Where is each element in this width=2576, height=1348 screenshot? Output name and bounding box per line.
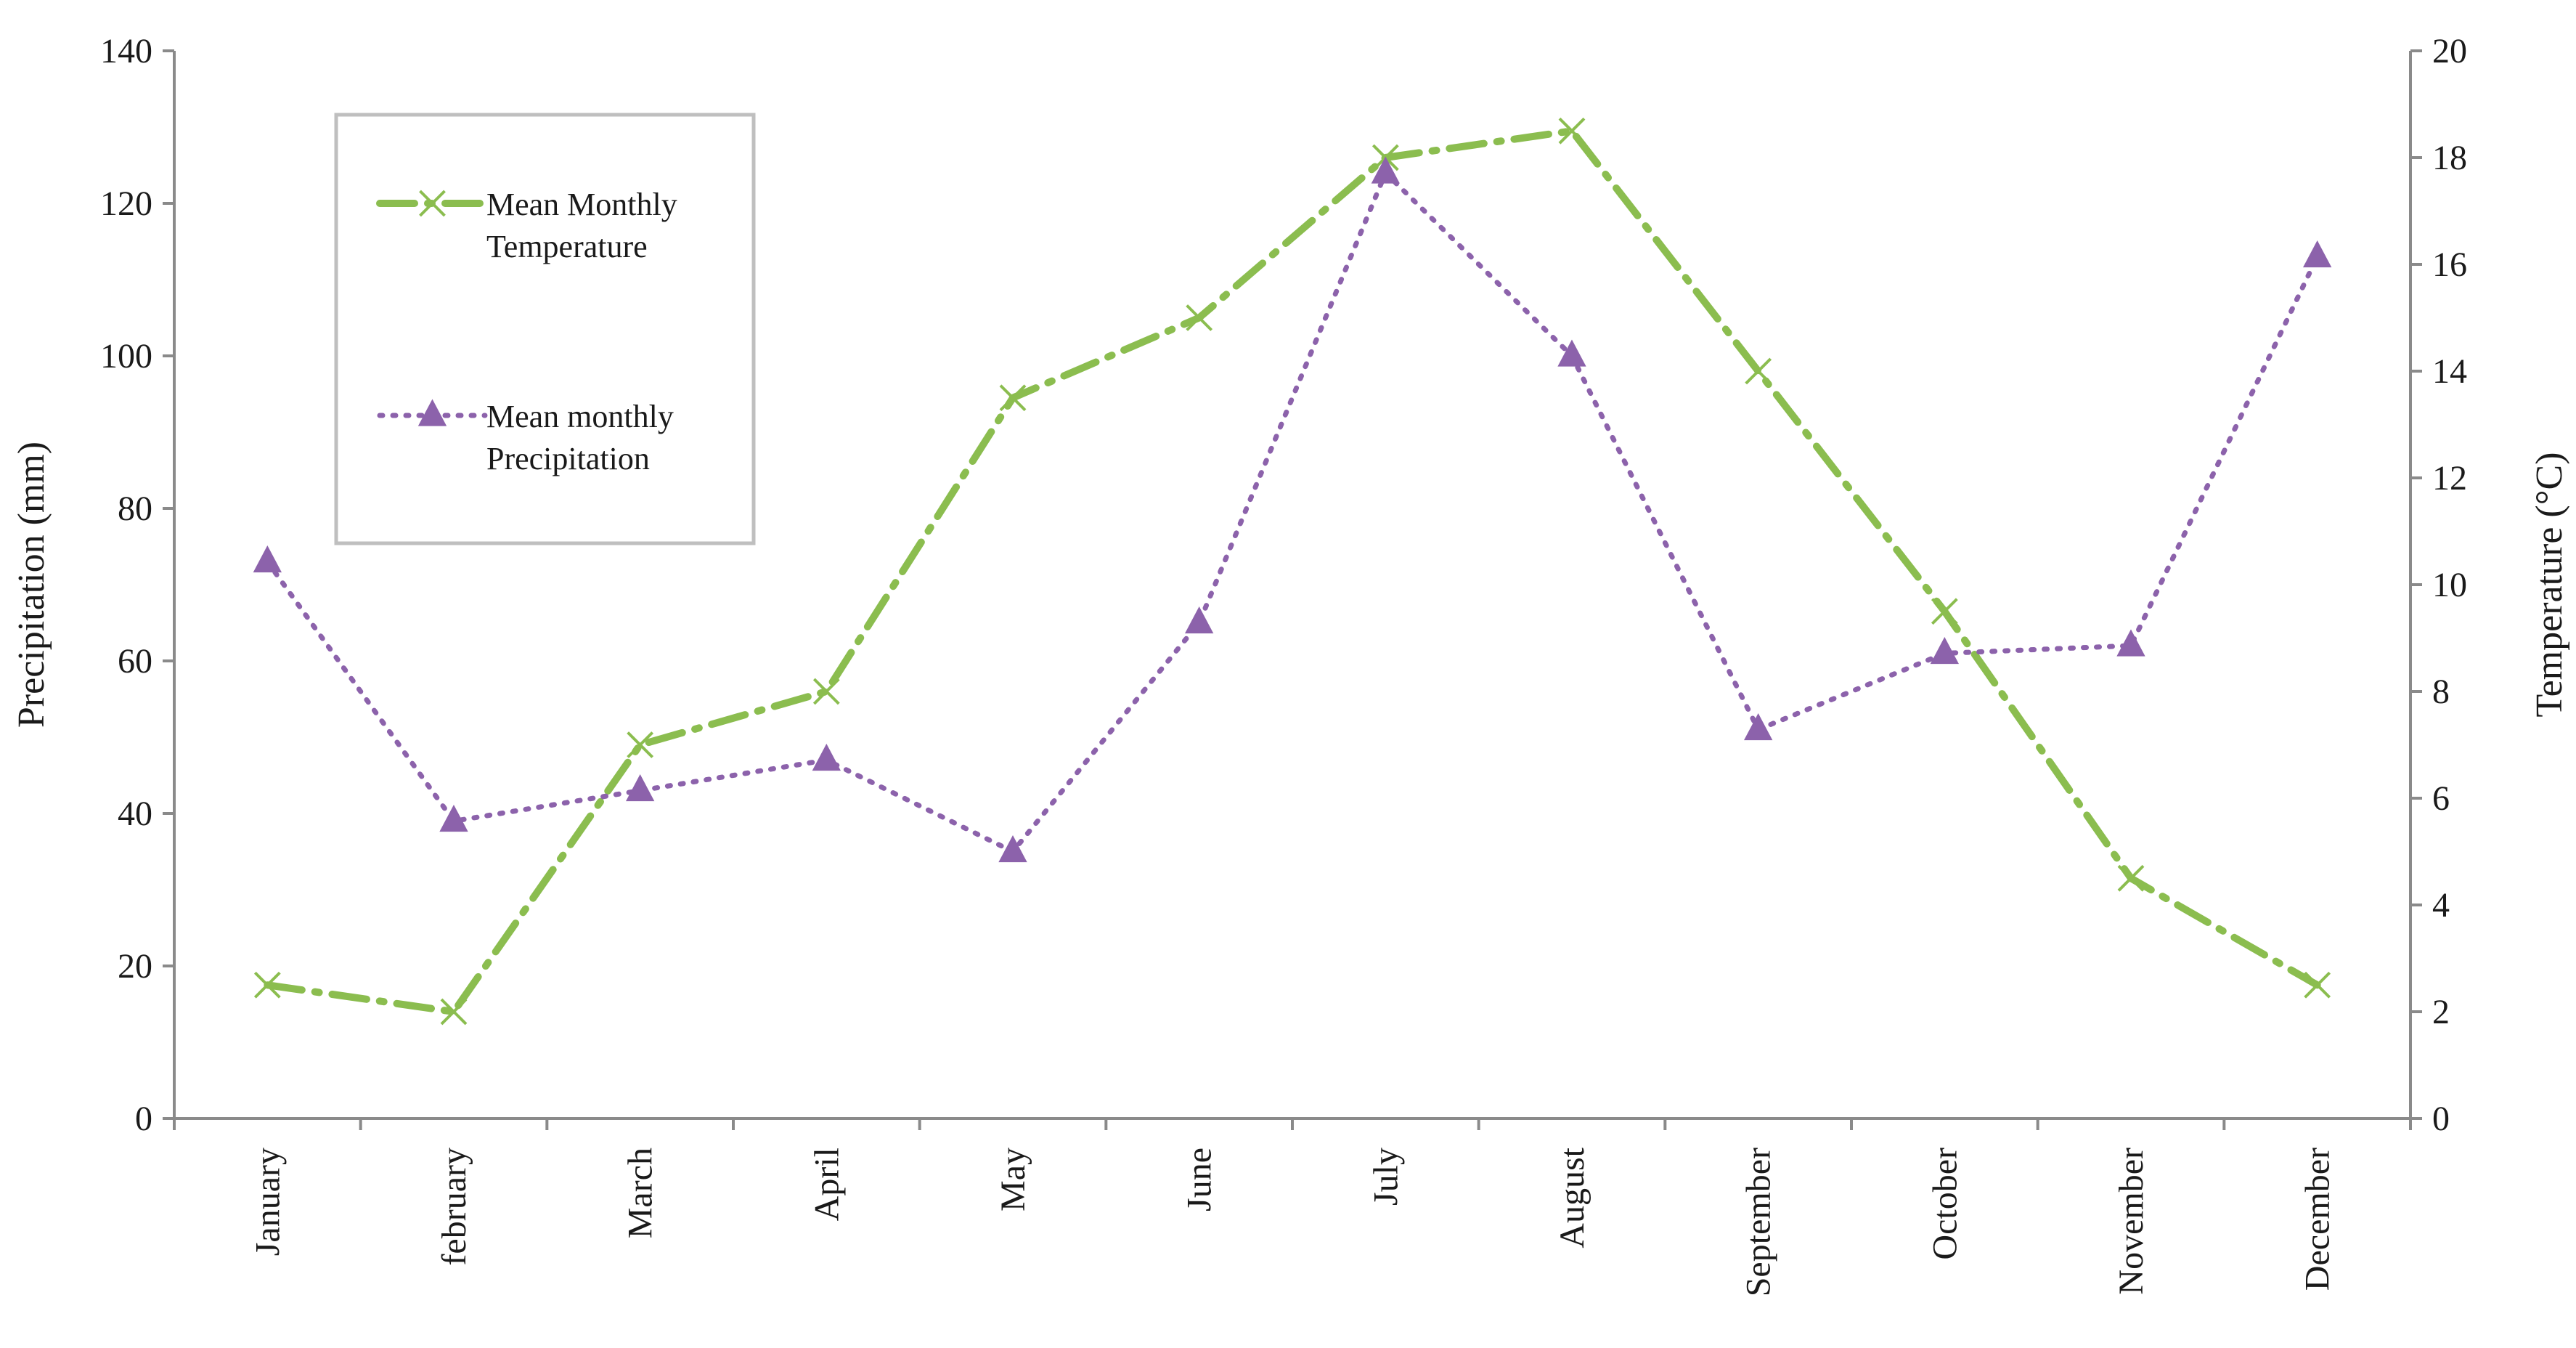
data-point-precipitation bbox=[998, 835, 1027, 863]
y-tick-label-left: 120 bbox=[100, 184, 152, 223]
data-point-temperature bbox=[812, 678, 840, 705]
data-point-temperature bbox=[2117, 864, 2145, 892]
data-point-precipitation bbox=[253, 545, 282, 573]
y-tick-label-left: 100 bbox=[100, 337, 152, 375]
x-axis-ticks: January february March April May June July Augu… bbox=[173, 1118, 2412, 1296]
data-point-temperature bbox=[440, 998, 468, 1026]
x-tick-label: March bbox=[621, 1148, 660, 1238]
legend-label: Mean Monthly bbox=[486, 187, 677, 222]
data-point-precipitation bbox=[626, 774, 655, 802]
data-point-precipitation bbox=[439, 804, 468, 832]
series-line bbox=[264, 127, 2321, 1015]
data-point-temperature bbox=[419, 190, 446, 217]
y-tick-label-right: 20 bbox=[2432, 32, 2467, 70]
data-point-precipitation bbox=[1557, 339, 1586, 367]
series-temperature bbox=[253, 117, 2331, 1026]
x-tick-label: October bbox=[1925, 1148, 1964, 1260]
data-point-temperature bbox=[2304, 971, 2331, 999]
y-tick-label-left: 0 bbox=[135, 1100, 152, 1138]
legend-label: Precipitation bbox=[486, 441, 650, 476]
right-axis-ticks: 0 2 4 6 8 10 12 14 16 18 20 bbox=[2410, 32, 2467, 1138]
x-tick-label: May bbox=[994, 1148, 1032, 1211]
x-tick-label: November bbox=[2112, 1148, 2151, 1295]
data-point-precipitation bbox=[1185, 606, 1214, 634]
series-line bbox=[264, 170, 2320, 854]
y-axis-title-right: Temperature (°C) bbox=[2529, 452, 2570, 717]
y-tick-label-right: 4 bbox=[2432, 886, 2450, 925]
data-point-temperature bbox=[627, 731, 654, 758]
data-point-temperature bbox=[253, 971, 281, 999]
data-point-precipitation bbox=[1744, 712, 1773, 741]
legend-label: Temperature bbox=[486, 229, 648, 264]
y-tick-label-right: 8 bbox=[2432, 673, 2450, 711]
left-axis-ticks: 0 20 40 60 80 100 120 140 bbox=[100, 32, 174, 1138]
legend-label: Mean monthly bbox=[486, 399, 674, 434]
data-point-precipitation bbox=[1371, 156, 1400, 184]
data-point-temperature bbox=[1745, 357, 1772, 385]
x-tick-label: february bbox=[435, 1148, 473, 1266]
y-tick-label-right: 2 bbox=[2432, 993, 2450, 1031]
legend-entry: Mean Monthly Temperature bbox=[376, 187, 677, 264]
y-tick-label-left: 140 bbox=[100, 32, 152, 70]
y-tick-label-left: 20 bbox=[118, 947, 152, 986]
x-tick-label: August bbox=[1553, 1147, 1591, 1248]
data-point-precipitation bbox=[417, 399, 447, 426]
x-tick-label: December bbox=[2299, 1148, 2337, 1291]
y-tick-label-right: 18 bbox=[2432, 139, 2467, 177]
y-tick-label-right: 16 bbox=[2432, 245, 2467, 284]
data-point-temperature bbox=[1558, 117, 1586, 145]
y-tick-label-right: 14 bbox=[2432, 352, 2467, 391]
data-point-temperature bbox=[999, 384, 1027, 412]
x-tick-label: September bbox=[1740, 1148, 1778, 1296]
y-tick-label-left: 40 bbox=[118, 795, 152, 833]
legend-entry: Mean monthly Precipitation bbox=[377, 399, 674, 476]
y-tick-label-right: 10 bbox=[2432, 566, 2467, 604]
y-tick-label-right: 0 bbox=[2432, 1100, 2450, 1138]
series-layer bbox=[253, 117, 2332, 1026]
y-tick-label-left: 60 bbox=[118, 642, 152, 681]
data-point-precipitation bbox=[2116, 629, 2145, 657]
legend: Mean Monthly Temperature Mean monthly Preci… bbox=[334, 113, 756, 545]
data-point-precipitation bbox=[2303, 240, 2332, 268]
series-precipitation bbox=[253, 156, 2332, 863]
y-tick-label-right: 6 bbox=[2432, 779, 2450, 818]
y-tick-label-left: 80 bbox=[118, 490, 152, 528]
x-tick-label: April bbox=[807, 1148, 846, 1221]
data-point-precipitation bbox=[812, 743, 841, 771]
x-tick-label: June bbox=[1181, 1148, 1219, 1211]
x-tick-label: July bbox=[1366, 1148, 1405, 1206]
x-tick-label: January bbox=[248, 1148, 287, 1256]
y-tick-label-right: 12 bbox=[2432, 459, 2467, 498]
data-point-temperature bbox=[1186, 304, 1213, 331]
data-point-temperature bbox=[1931, 598, 1958, 625]
data-point-precipitation bbox=[1930, 636, 1959, 665]
y-axis-title-left: Precipitation (mm) bbox=[11, 442, 52, 728]
legend-box bbox=[334, 113, 756, 545]
